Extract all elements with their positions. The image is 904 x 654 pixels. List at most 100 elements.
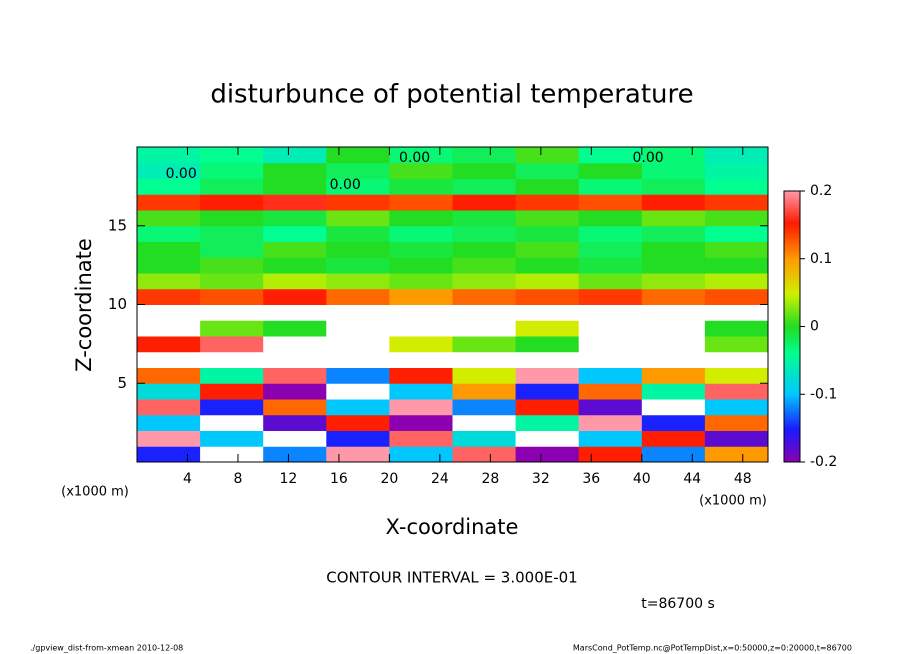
heatmap-cell bbox=[515, 446, 580, 463]
heatmap-cell bbox=[578, 257, 643, 274]
heatmap-cell bbox=[452, 288, 517, 305]
heatmap-cell bbox=[515, 399, 580, 416]
heatmap-cell bbox=[137, 288, 201, 305]
x-axis-label: X-coordinate bbox=[386, 515, 519, 539]
heatmap-cell bbox=[263, 351, 327, 368]
heatmap-cell bbox=[326, 414, 390, 431]
heatmap-cell bbox=[389, 304, 453, 321]
heatmap-cell bbox=[452, 162, 517, 179]
heatmap-cell bbox=[137, 446, 201, 463]
heatmap-cell bbox=[326, 336, 390, 353]
heatmap-cell bbox=[515, 225, 580, 242]
heatmap-cell bbox=[452, 194, 517, 211]
heatmap-cell bbox=[578, 414, 643, 431]
heatmap-cell bbox=[263, 225, 327, 242]
heatmap-cell bbox=[704, 178, 769, 195]
x-tick-label: 8 bbox=[233, 471, 242, 487]
heatmap-cell bbox=[200, 178, 264, 195]
x-tick-label: 44 bbox=[683, 471, 701, 487]
heatmap-cell bbox=[137, 351, 201, 368]
heatmap-cell bbox=[389, 430, 453, 447]
heatmap-cell bbox=[137, 399, 201, 416]
heatmap-cell bbox=[389, 210, 453, 227]
heatmap-cell bbox=[326, 273, 390, 290]
heatmap-cell bbox=[515, 194, 580, 211]
heatmap-cell bbox=[641, 430, 706, 447]
heatmap-cell bbox=[452, 241, 517, 258]
heatmap-cell bbox=[515, 304, 580, 321]
heatmap-cell bbox=[137, 383, 201, 400]
heatmap-cell bbox=[326, 399, 390, 416]
x-tick-label: 28 bbox=[481, 471, 499, 487]
heatmap-cell bbox=[137, 194, 201, 211]
heatmap-cell bbox=[704, 446, 769, 463]
heatmap-cell bbox=[263, 430, 327, 447]
x-tick-label: 40 bbox=[633, 471, 651, 487]
heatmap-cell bbox=[200, 399, 264, 416]
heatmap-cell bbox=[263, 210, 327, 227]
heatmap-cell bbox=[137, 178, 201, 195]
x-tick-label: 16 bbox=[330, 471, 348, 487]
chart-title: disturbunce of potential temperature bbox=[210, 80, 693, 110]
heatmap-cell bbox=[263, 414, 327, 431]
heatmap-cell bbox=[641, 304, 706, 321]
heatmap-cell bbox=[326, 351, 390, 368]
heatmap-cell bbox=[578, 446, 643, 463]
heatmap-cell bbox=[704, 430, 769, 447]
heatmap-cell bbox=[515, 367, 580, 384]
heatmap-cell bbox=[263, 178, 327, 195]
heatmap-cell bbox=[200, 414, 264, 431]
heatmap-cell bbox=[326, 367, 390, 384]
heatmap-cell bbox=[578, 336, 643, 353]
x-axis-unit: (x1000 m) bbox=[699, 494, 767, 509]
x-tick-label: 24 bbox=[431, 471, 449, 487]
heatmap-cell bbox=[515, 147, 580, 164]
heatmap-cell bbox=[263, 194, 327, 211]
heatmap-cell bbox=[641, 288, 706, 305]
heatmap-cell bbox=[452, 446, 517, 463]
heatmap-cell bbox=[452, 304, 517, 321]
y-tick-label: 10 bbox=[108, 295, 127, 313]
heatmap-cell bbox=[137, 414, 201, 431]
heatmap-cell bbox=[263, 162, 327, 179]
heatmap-cell bbox=[200, 446, 264, 463]
heatmap-cell bbox=[641, 194, 706, 211]
heatmap-cell bbox=[515, 257, 580, 274]
heatmap-cell bbox=[704, 225, 769, 242]
heatmap-cell bbox=[704, 194, 769, 211]
heatmap-cell bbox=[578, 383, 643, 400]
x-tick-label: 48 bbox=[734, 471, 752, 487]
heatmap-cell bbox=[137, 320, 201, 337]
heatmap-cell bbox=[515, 178, 580, 195]
heatmap-cell bbox=[452, 147, 517, 164]
heatmap-cell bbox=[200, 241, 264, 258]
heatmap-cell bbox=[200, 147, 264, 164]
heatmap-cell bbox=[200, 320, 264, 337]
heatmap-cell bbox=[578, 225, 643, 242]
heatmap-cell bbox=[704, 383, 769, 400]
heatmap-cell bbox=[578, 194, 643, 211]
heatmap-cell bbox=[641, 336, 706, 353]
heatmap-cell bbox=[263, 383, 327, 400]
heatmap-cell bbox=[578, 304, 643, 321]
heatmap-cell bbox=[515, 210, 580, 227]
heatmap-cell bbox=[389, 225, 453, 242]
heatmap-cell bbox=[137, 273, 201, 290]
heatmap-cell bbox=[578, 351, 643, 368]
heatmap-cell bbox=[578, 162, 643, 179]
heatmap-cell bbox=[137, 304, 201, 321]
heatmap-cell bbox=[641, 178, 706, 195]
heatmap-cell bbox=[704, 367, 769, 384]
heatmap-cell bbox=[389, 336, 453, 353]
colorbar-tick-label: 0 bbox=[810, 319, 819, 335]
heatmap-cell bbox=[452, 210, 517, 227]
heatmap-cell bbox=[200, 194, 264, 211]
x-tick-label: 32 bbox=[532, 471, 550, 487]
heatmap-cell bbox=[326, 430, 390, 447]
colorbar-tick-label: 0.1 bbox=[810, 251, 832, 267]
heatmap-cell bbox=[704, 210, 769, 227]
heatmap-cell bbox=[452, 414, 517, 431]
heatmap-cell bbox=[452, 336, 517, 353]
heatmap-cell bbox=[578, 288, 643, 305]
